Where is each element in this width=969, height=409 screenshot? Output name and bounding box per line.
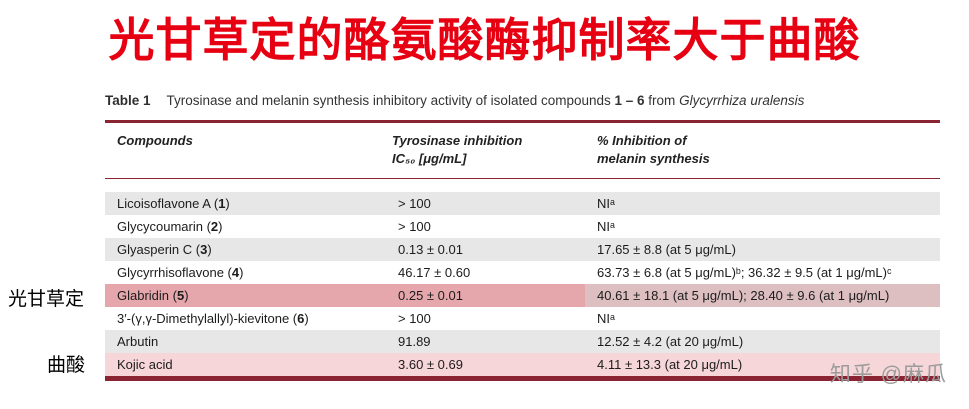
table-header: Compounds Tyrosinase inhibition IC₅₀ [μg… xyxy=(105,123,940,178)
compound-cell: Arbutin xyxy=(105,330,380,354)
table-row: Glabridin (5) 0.25 ± 0.01 40.61 ± 18.1 (… xyxy=(105,284,940,308)
melanin-cell: NIᵃ xyxy=(585,192,940,216)
table-row: 3′-(γ,γ-Dimethylallyl)-kievitone (6) > 1… xyxy=(105,307,940,331)
compound-cell: 3′-(γ,γ-Dimethylallyl)-kievitone (6) xyxy=(105,307,380,331)
compound-cell: Glabridin (5) xyxy=(105,284,380,308)
table-body: Licoisoflavone A (1) > 100 NIᵃ Glycycoum… xyxy=(105,192,940,377)
compound-cell: Glycycoumarin (2) xyxy=(105,215,380,239)
ic50-cell: > 100 xyxy=(380,192,585,216)
table-rule-top xyxy=(105,120,940,123)
melanin-cell: 12.52 ± 4.2 (at 20 μg/mL) xyxy=(585,330,940,354)
compound-cell: Glycyrrhisoflavone (4) xyxy=(105,261,380,285)
compound-cell: Glyasperin C (3) xyxy=(105,238,380,262)
caption-species: Glycyrrhiza uralensis xyxy=(679,93,805,108)
caption-mid: from xyxy=(644,93,680,108)
melanin-cell: NIᵃ xyxy=(585,215,940,239)
table-row: Kojic acid 3.60 ± 0.69 4.11 ± 13.3 (at 2… xyxy=(105,353,940,377)
annotation-kojic: 曲酸 xyxy=(47,355,86,376)
annotation-glabridin: 光甘草定 xyxy=(8,289,85,310)
table-rule-bottom xyxy=(105,376,940,382)
table-rule-header xyxy=(105,178,940,180)
table-row: Arbutin 91.89 12.52 ± 4.2 (at 20 μg/mL) xyxy=(105,330,940,354)
ic50-cell: > 100 xyxy=(380,307,585,331)
column-header-ic50: Tyrosinase inhibition IC₅₀ [μg/mL] xyxy=(392,133,523,167)
column-header-compounds: Compounds xyxy=(117,133,193,148)
ic50-cell: > 100 xyxy=(380,215,585,239)
melanin-cell: 17.65 ± 8.8 (at 5 μg/mL) xyxy=(585,238,940,262)
caption-text: Tyrosinase and melanin synthesis inhibit… xyxy=(166,93,615,108)
melanin-cell: 4.11 ± 13.3 (at 20 μg/mL) xyxy=(585,353,940,377)
table-row: Glycyrrhisoflavone (4) 46.17 ± 0.60 63.7… xyxy=(105,261,940,285)
melanin-cell: 40.61 ± 18.1 (at 5 μg/mL); 28.40 ± 9.6 (… xyxy=(585,284,940,308)
melanin-cell: NIᵃ xyxy=(585,307,940,331)
table-row: Glyasperin C (3) 0.13 ± 0.01 17.65 ± 8.8… xyxy=(105,238,940,262)
ic50-cell: 46.17 ± 0.60 xyxy=(380,261,585,285)
ic50-cell: 3.60 ± 0.69 xyxy=(380,353,585,377)
ic50-cell: 0.25 ± 0.01 xyxy=(380,284,585,308)
ic50-cell: 91.89 xyxy=(380,330,585,354)
compound-cell: Kojic acid xyxy=(105,353,380,377)
melanin-cell: 63.73 ± 6.8 (at 5 μg/mL)ᵇ; 36.32 ± 9.5 (… xyxy=(585,261,940,285)
table-row: Licoisoflavone A (1) > 100 NIᵃ xyxy=(105,192,940,216)
caption-compound-range: 1 – 6 xyxy=(614,93,645,108)
table-label: Table 1 xyxy=(105,93,151,108)
journal-table: Table 1 Tyrosinase and melanin synthesis … xyxy=(105,92,940,382)
ic50-cell: 0.13 ± 0.01 xyxy=(380,238,585,262)
page-title: 光甘草定的酪氨酸酶抑制率大于曲酸 xyxy=(108,14,861,66)
column-header-melanin: % Inhibition of melanin synthesis xyxy=(597,133,710,167)
table-row: Glycycoumarin (2) > 100 NIᵃ xyxy=(105,215,940,239)
compound-cell: Licoisoflavone A (1) xyxy=(105,192,380,216)
watermark: 知乎 @麻瓜 xyxy=(829,363,947,386)
table-caption: Table 1 Tyrosinase and melanin synthesis … xyxy=(105,92,940,110)
